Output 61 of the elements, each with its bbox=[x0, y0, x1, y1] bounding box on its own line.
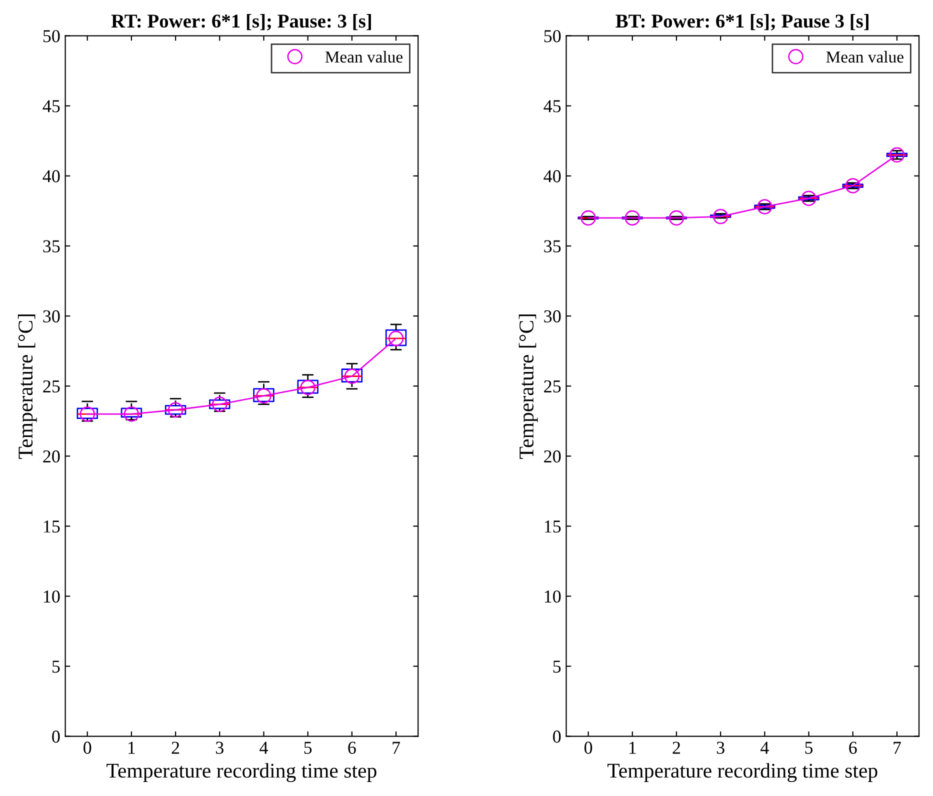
x-tick-label: 5 bbox=[805, 742, 813, 754]
y-tick-label: 5 bbox=[553, 660, 561, 673]
point bbox=[757, 199, 772, 214]
y-tick-label: 30 bbox=[43, 310, 60, 322]
point bbox=[624, 210, 640, 226]
y-tick-label: 45 bbox=[42, 100, 60, 112]
y-tick-label: 25 bbox=[544, 380, 561, 392]
x-tick-label: 7 bbox=[392, 742, 400, 754]
y-tick-label: 35 bbox=[43, 240, 60, 252]
y-tick-label: 5 bbox=[52, 660, 60, 673]
point bbox=[124, 406, 140, 422]
x-tick-label: 4 bbox=[760, 742, 769, 754]
x-tick-label: 0 bbox=[584, 742, 592, 754]
point bbox=[300, 380, 316, 396]
point bbox=[845, 178, 860, 194]
x-tick-label: 4 bbox=[260, 742, 268, 754]
point bbox=[168, 402, 184, 418]
x-tick-label: 5 bbox=[304, 742, 312, 754]
y-tick-label: 50 bbox=[43, 30, 60, 42]
y-axis-title: Temperature [°C] bbox=[18, 314, 37, 459]
point bbox=[668, 210, 684, 226]
point bbox=[256, 388, 272, 404]
point bbox=[889, 147, 905, 163]
x-tick-label: 2 bbox=[672, 742, 680, 754]
y-tick-label: 10 bbox=[44, 590, 60, 603]
y-tick-label: 30 bbox=[544, 310, 561, 322]
legend-label: Mean value bbox=[325, 50, 402, 63]
chart-title: BT: Power: 6*1 [s]; Pause 3 [s] bbox=[616, 14, 868, 30]
x-tick-label: 6 bbox=[348, 742, 356, 754]
point bbox=[580, 210, 596, 226]
y-tick-label: 15 bbox=[544, 520, 561, 533]
x-axis-title: Temperature recording time step bbox=[106, 763, 376, 782]
y-tick-label: 45 bbox=[544, 100, 561, 112]
y-tick-label: 40 bbox=[42, 170, 60, 182]
y-tick-label: 15 bbox=[44, 520, 60, 533]
y-tick-label: 25 bbox=[43, 380, 60, 392]
y-tick-label: 20 bbox=[544, 450, 561, 463]
x-tick-label: 6 bbox=[849, 742, 857, 754]
x-tick-label: 7 bbox=[894, 742, 901, 754]
point bbox=[344, 368, 360, 384]
y-axis-title: Temperature [°C] bbox=[518, 314, 538, 459]
y-tick-label: 35 bbox=[544, 240, 561, 252]
x-tick-label: 0 bbox=[84, 742, 92, 754]
y-tick-label: 40 bbox=[544, 170, 561, 182]
y-tick-label: 10 bbox=[544, 590, 561, 603]
legend-label: Mean value bbox=[826, 50, 904, 63]
x-tick-label: 1 bbox=[629, 742, 636, 754]
x-tick-label: 3 bbox=[716, 742, 724, 754]
chart-title: RT: Power: 6*1 [s]; Pause: 3 [s] bbox=[111, 14, 371, 30]
x-tick-label: 2 bbox=[172, 742, 180, 754]
point bbox=[801, 190, 816, 206]
point bbox=[80, 406, 95, 422]
y-tick-label: 0 bbox=[553, 730, 561, 743]
y-tick-label: 20 bbox=[43, 450, 60, 463]
y-tick-label: 50 bbox=[544, 30, 561, 42]
point bbox=[212, 396, 228, 412]
x-tick-label: 3 bbox=[216, 742, 224, 754]
y-tick-label: 0 bbox=[52, 730, 60, 743]
x-axis-title: Temperature recording time step bbox=[608, 763, 878, 782]
x-tick-label: 1 bbox=[128, 742, 135, 754]
point bbox=[712, 208, 728, 224]
